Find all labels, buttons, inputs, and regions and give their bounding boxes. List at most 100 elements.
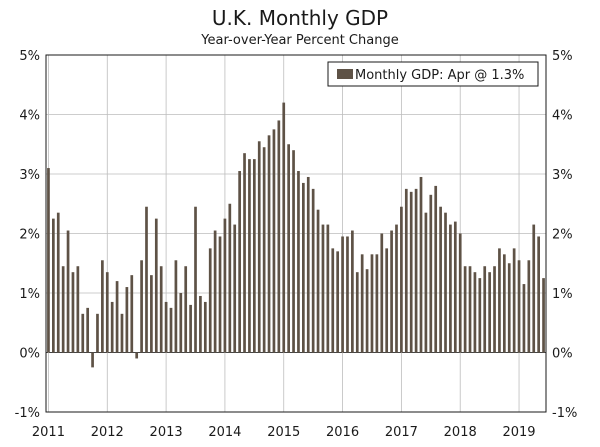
gdp-bar xyxy=(130,275,134,353)
y-tick-label-left: 5% xyxy=(19,49,40,64)
gdp-bar xyxy=(502,254,506,353)
gdp-bar xyxy=(404,188,408,353)
gdp-bar xyxy=(297,171,300,353)
gdp-bar xyxy=(169,307,173,353)
gdp-bar xyxy=(213,230,217,353)
chart-title: U.K. Monthly GDP xyxy=(212,6,388,30)
gdp-bar xyxy=(140,260,143,353)
gdp-bar xyxy=(159,266,163,353)
chart-subtitle: Year-over-Year Percent Change xyxy=(200,33,398,48)
y-tick-label-right: -1% xyxy=(552,406,577,421)
gdp-bar xyxy=(287,144,290,353)
gdp-bar xyxy=(488,272,491,353)
gdp-bar xyxy=(199,295,202,353)
gdp-bar xyxy=(71,272,75,353)
gdp-bar xyxy=(434,185,438,353)
gdp-bar xyxy=(96,313,99,353)
gdp-bar xyxy=(355,272,359,353)
gdp-bar xyxy=(341,236,344,353)
gdp-bar xyxy=(223,218,227,353)
gdp-bar xyxy=(424,212,428,353)
gdp-bar xyxy=(248,159,251,353)
gdp-bar xyxy=(179,293,183,353)
gdp-bar xyxy=(228,203,232,353)
gdp-bar xyxy=(203,301,207,353)
y-tick-label-right: 3% xyxy=(552,168,573,183)
y-tick-label-left: 3% xyxy=(19,168,40,183)
gdp-bar xyxy=(91,352,94,368)
gdp-bar xyxy=(174,260,178,353)
y-tick-label-left: 4% xyxy=(19,109,40,124)
legend-box xyxy=(327,61,539,87)
gdp-bar xyxy=(321,224,325,353)
gdp-bar xyxy=(542,278,545,353)
gdp-bar xyxy=(414,188,418,353)
gdp-bar xyxy=(419,176,423,353)
y-tick-label-right: 2% xyxy=(552,228,573,243)
y-tick-label-right: 4% xyxy=(552,109,573,124)
gdp-bar xyxy=(243,153,246,353)
gdp-bar xyxy=(449,224,452,353)
gdp-bar xyxy=(429,194,433,353)
gdp-bar xyxy=(150,275,153,353)
gdp-bar xyxy=(115,281,119,353)
gdp-bar xyxy=(331,248,335,353)
x-tick-label: 2012 xyxy=(91,425,124,440)
gdp-bar xyxy=(306,176,310,353)
gdp-bar xyxy=(537,236,540,353)
gdp-bar xyxy=(498,248,501,353)
gdp-bar xyxy=(532,224,536,353)
gdp-bar xyxy=(164,301,168,353)
x-tick-label: 2014 xyxy=(208,425,241,440)
gdp-bar xyxy=(493,266,496,353)
gdp-bar xyxy=(316,209,320,353)
gdp-bar xyxy=(365,269,369,353)
gdp-bar xyxy=(517,260,521,353)
gdp-bar xyxy=(370,254,374,353)
gdp-bar xyxy=(218,236,222,353)
x-tick-label: 2019 xyxy=(502,425,535,440)
gdp-bar xyxy=(400,206,403,353)
gdp-bar xyxy=(409,191,413,353)
axis-ticks: -1% -1% 0% 0% 1% 1% 2% 2% 3% 3% 4% 4% 5% 5% 2011 2012 20… xyxy=(15,49,578,440)
gdp-bar xyxy=(360,254,364,353)
legend: Monthly GDP: Apr @ 1.3% xyxy=(327,61,539,87)
gdp-bar xyxy=(257,141,261,353)
gdp-bar xyxy=(47,168,50,353)
gdp-bar xyxy=(81,313,85,353)
gdp-bar xyxy=(145,206,148,353)
y-tick-label-left: 0% xyxy=(19,347,40,362)
gdp-bar xyxy=(453,221,457,353)
gdp-bar xyxy=(272,129,276,353)
gdp-bar xyxy=(351,230,354,353)
y-tick-label-left: 2% xyxy=(19,228,40,243)
x-tick-label: 2011 xyxy=(32,425,65,440)
gdp-bar xyxy=(120,313,124,353)
gdp-bar xyxy=(302,182,305,353)
gdp-bar xyxy=(522,284,526,353)
gdp-bar xyxy=(208,248,212,353)
gdp-bar xyxy=(380,233,384,353)
gdp-bar xyxy=(194,206,197,353)
gdp-bar xyxy=(76,266,80,353)
y-tick-label-right: 0% xyxy=(552,347,573,362)
gdp-bar xyxy=(282,102,286,353)
gdp-bar xyxy=(507,263,511,353)
gdp-bar xyxy=(135,352,139,359)
gdp-bar xyxy=(252,159,256,353)
gdp-bar xyxy=(125,287,129,353)
gdp-bar xyxy=(105,272,109,353)
gdp-bar xyxy=(444,212,447,353)
x-tick-label: 2013 xyxy=(150,425,183,440)
gdp-bar xyxy=(346,236,349,353)
gdp-bar xyxy=(390,230,393,353)
gdp-bar xyxy=(311,188,315,353)
plot-frame xyxy=(45,54,547,413)
gdp-bar xyxy=(66,230,70,353)
gdp-bar xyxy=(395,224,398,353)
legend-label: Monthly GDP: Apr @ 1.3% xyxy=(355,68,524,83)
y-tick-label-right: 5% xyxy=(552,49,573,64)
gdp-bar xyxy=(512,248,516,353)
